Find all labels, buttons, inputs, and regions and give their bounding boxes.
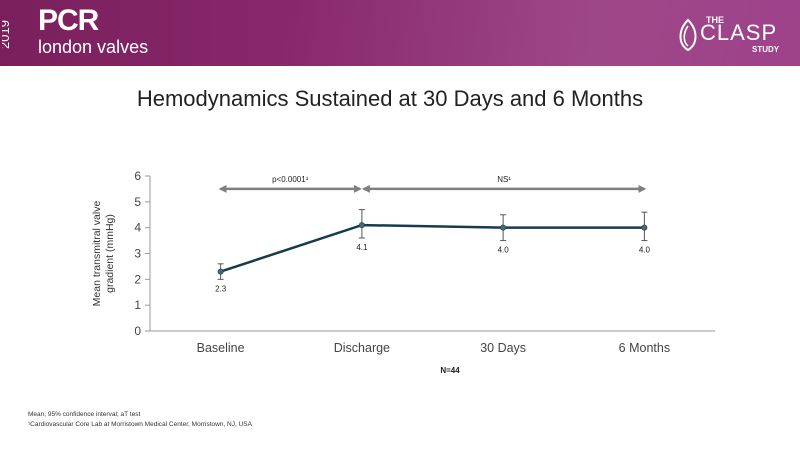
leaf-icon	[679, 18, 697, 52]
slide-title: Hemodynamics Sustained at 30 Days and 6 …	[136, 86, 644, 111]
x-tick-label: 6 Months	[619, 341, 670, 355]
data-point	[358, 222, 365, 229]
data-label: 4.0	[498, 246, 510, 255]
sample-size-label: N=44	[440, 366, 460, 375]
x-tick-label: 30 Days	[480, 341, 526, 355]
significance-label: NS¹	[497, 175, 511, 184]
header-banner: 2019 PCR london valves THE CLASP STUDY	[0, 0, 800, 66]
series-line	[220, 223, 645, 273]
y-axis-label: Mean transmitral valve	[91, 201, 103, 307]
data-label: 4.1	[356, 243, 368, 252]
x-tick-label: Discharge	[334, 341, 390, 355]
y-tick-label: 6	[134, 169, 141, 183]
x-tick-label: Baseline	[197, 341, 245, 355]
y-axis-label: gradient (mmHg)	[104, 214, 116, 293]
gradient-line-chart: 0 1 2 3 4 5 6 Mean transmitral valve gradient (m…	[91, 169, 715, 355]
study-the-label: THE	[706, 15, 724, 25]
year-text: 2019	[2, 20, 12, 49]
header-sheen	[280, 0, 800, 66]
y-tick-label: 3	[134, 247, 141, 261]
london-valves-label: london valves	[38, 37, 149, 57]
y-tick-label: 0	[134, 324, 141, 338]
significance-label: p<0.0001¹	[272, 175, 309, 184]
study-name-label: CLASP	[700, 20, 778, 45]
y-tick-label: 4	[134, 221, 141, 235]
pcr-logo: PCR	[38, 4, 99, 37]
y-tick-label: 2	[134, 272, 141, 286]
study-word-label: STUDY	[752, 45, 780, 54]
data-label: 2.3	[215, 284, 227, 293]
data-point	[500, 224, 507, 231]
footnote-statistics: Mean, 95% confidence interval; aT test	[28, 411, 141, 418]
data-point	[641, 224, 648, 231]
y-tick-label: 5	[134, 195, 141, 209]
data-point	[217, 268, 224, 275]
data-label: 4.0	[639, 246, 651, 255]
y-tick-label: 1	[134, 298, 141, 312]
year-label: 2019	[2, 20, 12, 49]
footnote-core-lab: ¹Cardiovascular Core Lab at Morristown M…	[28, 421, 252, 428]
